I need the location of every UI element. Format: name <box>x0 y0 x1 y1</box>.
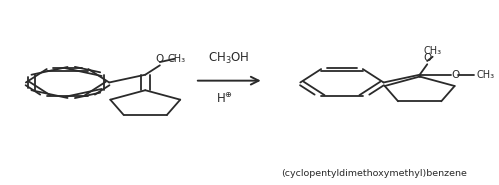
Text: CH₃: CH₃ <box>168 54 186 64</box>
Text: H$^⊕$: H$^⊕$ <box>216 92 233 106</box>
Text: O: O <box>451 70 459 80</box>
Text: CH₃: CH₃ <box>424 46 442 56</box>
Text: CH$_3$OH: CH$_3$OH <box>209 51 250 66</box>
Text: (cyclopentyldimethoxymethyl)benzene: (cyclopentyldimethoxymethyl)benzene <box>281 169 467 178</box>
Text: CH₃: CH₃ <box>476 70 495 80</box>
Text: O: O <box>423 53 431 63</box>
Text: OCH$_3$: OCH$_3$ <box>172 53 178 58</box>
Text: O: O <box>156 54 164 64</box>
